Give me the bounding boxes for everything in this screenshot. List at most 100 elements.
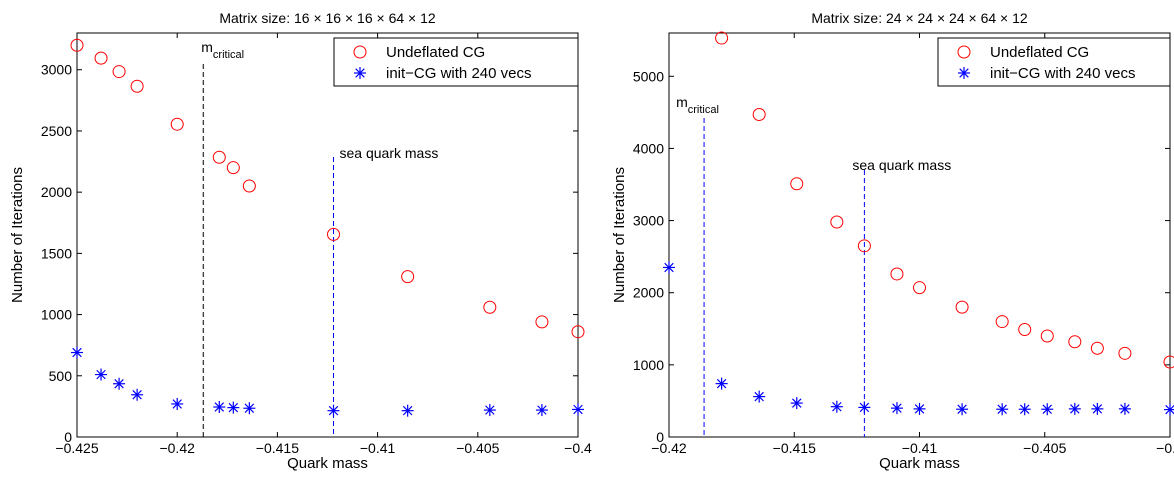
c0-series-1-point-stroke (72, 347, 82, 358)
c1-series-1-point-stroke (1042, 404, 1052, 414)
c0-y-tick-label: 500 (49, 368, 73, 384)
c0-annotation-label-sub: critical (213, 49, 244, 61)
c1-y-tick-label: 3000 (633, 213, 664, 229)
c1-series-1-point (1164, 403, 1174, 416)
c1-series-1-point-stroke (754, 391, 764, 402)
c0-y-tick-label: 2000 (41, 184, 72, 200)
c1-y-tick-label: 1000 (633, 357, 664, 373)
c0-series-1-point (243, 402, 256, 415)
c1-series-0-point (1090, 341, 1104, 355)
c0-series-0-point (242, 179, 256, 193)
c0-legend-box (333, 37, 579, 87)
c1-series-1-point-stroke (832, 401, 842, 412)
c0-series-1-point (95, 368, 108, 381)
c1-series-1-point-stroke (716, 378, 727, 389)
c1-series-1-point (715, 377, 728, 390)
c1-annotation-label: mcritical (676, 94, 719, 116)
c0-y-tick-label: 1000 (41, 307, 72, 323)
c1-series-0-point (752, 108, 766, 122)
c0-annotation-label: sea quark mass (340, 145, 439, 161)
c1-series-1-point-stroke (997, 404, 1007, 414)
c1-legend-box (937, 37, 1171, 87)
c1-annotation-label: sea quark mass (852, 157, 951, 173)
c1-y-tick-label: 5000 (633, 68, 664, 84)
chart-right: Matrix size: 24 × 24 × 24 × 64 × 12−0.42… (611, 10, 1174, 472)
c1-series-1-point (753, 390, 766, 403)
c1-series-1-point-stroke (892, 403, 902, 413)
c0-series-0-point (94, 51, 108, 65)
c0-series-1-point (483, 404, 496, 417)
c0-series-1-point (572, 403, 584, 416)
c1-series-0-point (995, 315, 1009, 329)
c0-series-1-point (227, 401, 240, 414)
c1-series-0-point (1068, 335, 1082, 349)
c1-series-1-point-stroke (1019, 404, 1030, 414)
c1-series-0-point (890, 267, 904, 281)
c0-series-0-point (401, 270, 415, 284)
c0-legend-label-0: Undeflated CG (386, 44, 485, 61)
c0-series-0-point (327, 227, 341, 241)
c0-series-1-point-stroke (573, 404, 583, 415)
c1-legend-marker-1-stroke (959, 68, 969, 78)
c0-series-1-point-stroke (328, 405, 339, 416)
c1-x-axis-title: Quark mass (879, 455, 960, 472)
c0-series-0-point (70, 38, 84, 52)
c1-series-1-point-stroke (957, 404, 967, 414)
c1-y-tick-label: 0 (656, 429, 664, 445)
c1-series-1-point (913, 402, 926, 415)
c1-series-1-point (956, 403, 969, 416)
c0-series-0-point (212, 150, 226, 164)
c0-series-1-point (131, 388, 144, 401)
c1-x-tick-label: −0.41 (902, 440, 938, 456)
c1-series-1-point (1041, 403, 1054, 416)
c1-series-1-point (1118, 402, 1131, 415)
c1-series-1-point-stroke (1070, 404, 1080, 414)
c1-series-0-point (955, 300, 969, 314)
c0-series-1-point-stroke (402, 405, 413, 416)
c1-legend-marker-1 (958, 67, 970, 79)
c0-series-0-point (226, 161, 240, 175)
c0-legend-marker-1-stroke (355, 68, 365, 78)
c1-series-1-point-stroke (859, 402, 870, 413)
c1-series-0-point (790, 177, 804, 191)
c1-series-1-point-stroke (664, 262, 674, 273)
c1-series-0-point (715, 31, 729, 45)
c0-series-1-point (401, 404, 414, 417)
c0-x-tick-label: −0.4 (564, 440, 592, 456)
c1-series-1-point (663, 261, 675, 274)
c0-x-axis-title: Quark mass (287, 455, 368, 472)
c1-x-tick-label: −0.415 (773, 440, 816, 456)
chart-left: Matrix size: 16 × 16 × 16 × 64 × 12−0.42… (9, 10, 592, 472)
c1-series-1-point-stroke (1165, 404, 1174, 415)
c0-series-0-point (130, 79, 144, 93)
c1-series-0-point (1040, 329, 1054, 343)
c0-series-0-point (571, 325, 585, 339)
c0-series-1-point-stroke (537, 405, 547, 415)
c1-annotation-label-sub: critical (688, 104, 719, 116)
c1-series-0-point (1163, 355, 1174, 369)
c1-series-1-point (858, 401, 871, 414)
c1-series-0-point (1118, 346, 1132, 360)
c1-series-1-point (790, 397, 803, 410)
c0-series-1-point-stroke (96, 369, 106, 380)
c0-series-1-point (71, 346, 83, 359)
c0-series-0-point (483, 300, 497, 314)
c0-plot-frame (76, 32, 579, 438)
c1-series-1-point (830, 400, 843, 413)
c0-series-1-point (213, 401, 226, 414)
c1-series-1-point-stroke (1092, 404, 1103, 414)
c0-series-1-point-stroke (132, 390, 142, 400)
c0-x-tick-label: −0.41 (360, 440, 396, 456)
c0-series-1-point-stroke (172, 399, 182, 409)
c1-series-0-point (830, 215, 844, 229)
c1-y-axis-title: Number of Iterations (611, 167, 628, 303)
c0-x-tick-label: −0.425 (55, 440, 98, 456)
c0-series-1-point (113, 377, 126, 390)
c0-y-tick-label: 0 (64, 429, 72, 445)
c1-series-1-point (1091, 402, 1104, 415)
c0-series-1-point (535, 404, 548, 417)
c0-series-1-point-stroke (244, 403, 255, 413)
c1-series-1-point-stroke (792, 398, 802, 408)
c0-legend-marker-1 (354, 67, 366, 79)
